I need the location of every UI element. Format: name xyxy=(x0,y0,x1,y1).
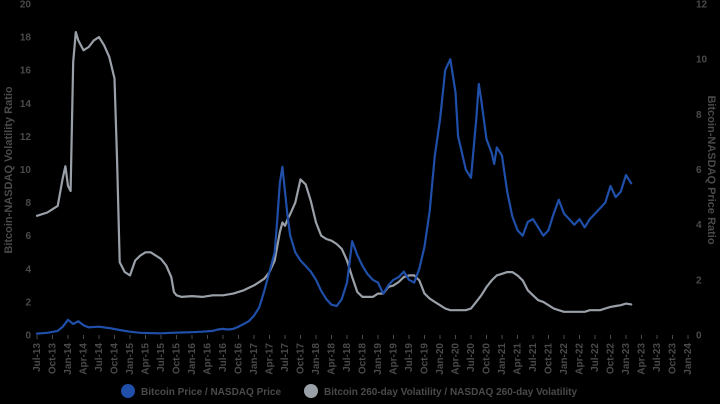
x-tick-label: Apr-16 xyxy=(203,343,214,375)
left-y-tick-label: 4 xyxy=(25,264,31,275)
left-y-tick-label: 18 xyxy=(20,33,32,44)
left-y-tick-label: 14 xyxy=(20,99,32,110)
x-tick-label: Oct-16 xyxy=(234,343,245,375)
x-tick-label: Oct-20 xyxy=(482,343,493,375)
x-tick-label: Apr-19 xyxy=(389,343,400,375)
right-y-tick-label: 10 xyxy=(696,55,708,66)
x-tick-label: Jul-18 xyxy=(342,343,353,372)
x-tick-label: Jan-18 xyxy=(311,343,322,375)
x-tick-label: Jul-19 xyxy=(404,343,415,372)
x-tick-label: Jul-15 xyxy=(156,343,167,372)
x-tick-label: Oct-15 xyxy=(172,343,183,375)
legend-label-price-ratio: Bitcoin Price / NASDAQ Price xyxy=(141,387,281,398)
x-tick-label: Jan-17 xyxy=(249,343,260,375)
x-tick-label: Jul-20 xyxy=(466,343,477,372)
x-tick-label: Oct-14 xyxy=(110,343,121,375)
x-tick-label: Oct-13 xyxy=(48,343,59,375)
x-tick-label: Jan-24 xyxy=(683,343,694,375)
right-y-tick-label: 2 xyxy=(696,275,702,286)
volatility-ratio-series-line xyxy=(35,31,633,313)
left-y-tick-label: 2 xyxy=(25,297,31,308)
legend: Bitcoin Price / NASDAQ Price Bitcoin 260… xyxy=(121,384,577,398)
x-tick-label: Jul-17 xyxy=(280,343,291,372)
left-y-tick-label: 10 xyxy=(20,165,32,176)
x-tick-label: Oct-18 xyxy=(358,343,369,375)
x-tick-label: Jul-14 xyxy=(94,343,105,372)
left-y-axis-title: Bitcoin-NASDAQ Volatility Ratio xyxy=(3,86,15,254)
right-y-tick-label: 6 xyxy=(696,165,702,176)
x-tick-label: Oct-23 xyxy=(668,343,679,375)
legend-marker-volatility-ratio xyxy=(304,384,318,398)
x-tick-label: Oct-21 xyxy=(544,343,555,375)
left-y-tick-label: 6 xyxy=(25,231,31,242)
right-y-tick-label: 4 xyxy=(696,220,702,231)
legend-marker-price-ratio xyxy=(121,384,135,398)
x-tick-label: Jul-16 xyxy=(218,343,229,372)
x-tick-label: Apr-23 xyxy=(637,343,648,375)
x-tick-label: Jul-13 xyxy=(32,343,43,372)
right-y-tick-label: 8 xyxy=(696,110,702,121)
x-tick-label: Apr-15 xyxy=(141,343,152,375)
x-tick-label: Oct-19 xyxy=(420,343,431,375)
x-tick-label: Apr-18 xyxy=(327,343,338,375)
x-tick-label: Jan-19 xyxy=(373,343,384,375)
x-tick-label: Apr-20 xyxy=(451,343,462,375)
x-tick-label: Oct-17 xyxy=(296,343,307,375)
x-tick-label: Jul-23 xyxy=(652,343,663,372)
left-y-tick-label: 0 xyxy=(25,331,31,342)
x-tick-label: Jan-15 xyxy=(125,343,136,375)
x-tick-label: Apr-14 xyxy=(79,343,90,375)
x-tick-label: Jul-21 xyxy=(528,343,539,372)
left-y-tick-label: 16 xyxy=(20,66,32,77)
right-y-axis: 0 2 4 6 8 10 12 xyxy=(696,0,708,342)
x-tick-label: Jan-14 xyxy=(63,343,74,375)
x-tick-label: Jan-16 xyxy=(187,343,198,375)
series-layer xyxy=(35,31,633,335)
price-ratio-series-line xyxy=(35,58,633,335)
left-y-tick-label: 8 xyxy=(25,198,31,209)
x-tick-label: Jan-22 xyxy=(559,343,570,375)
x-tick-label: Jul-22 xyxy=(590,343,601,372)
x-axis: Jul-13 Oct-13 Jan-14 Apr-14 Jul-14 Oct-14 Jan-… xyxy=(32,335,694,375)
x-tick-label: Apr-17 xyxy=(265,343,276,375)
left-y-tick-label: 12 xyxy=(20,132,32,143)
x-tick-label: Apr-21 xyxy=(513,343,524,375)
left-y-tick-label: 20 xyxy=(20,0,32,11)
right-y-axis-title: Bitcoin-NASDAQ Price Ratio xyxy=(705,95,717,244)
right-y-tick-label: 0 xyxy=(696,331,702,342)
right-y-tick-label: 12 xyxy=(696,0,708,11)
left-y-axis: 0 2 4 6 8 10 12 14 16 18 20 xyxy=(20,0,32,342)
x-tick-label: Jan-20 xyxy=(435,343,446,375)
x-tick-label: Oct-22 xyxy=(606,343,617,375)
x-tick-label: Jan-23 xyxy=(621,343,632,375)
x-tick-label: Apr-22 xyxy=(575,343,586,375)
x-tick-label: Jan-21 xyxy=(497,343,508,375)
legend-label-volatility-ratio: Bitcoin 260-day Volatility / NASDAQ 260-… xyxy=(324,387,577,398)
